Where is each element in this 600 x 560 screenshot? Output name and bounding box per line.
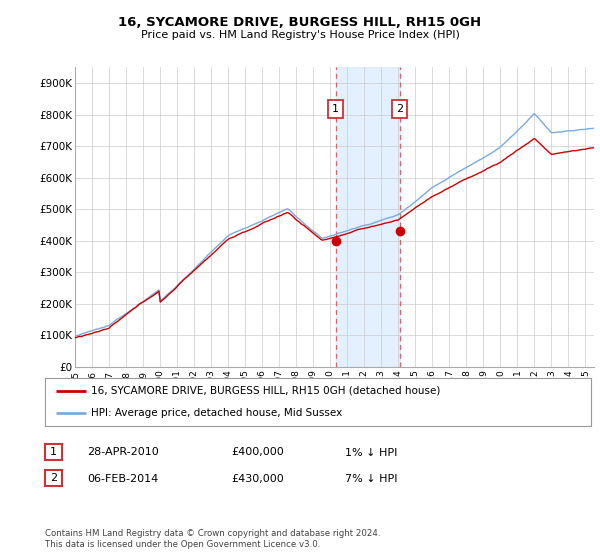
Text: 1: 1 [50,447,57,457]
Text: 06-FEB-2014: 06-FEB-2014 [87,474,158,484]
Text: Contains HM Land Registry data © Crown copyright and database right 2024.
This d: Contains HM Land Registry data © Crown c… [45,529,380,549]
Text: 1% ↓ HPI: 1% ↓ HPI [345,447,397,458]
Text: 16, SYCAMORE DRIVE, BURGESS HILL, RH15 0GH: 16, SYCAMORE DRIVE, BURGESS HILL, RH15 0… [118,16,482,29]
Text: 7% ↓ HPI: 7% ↓ HPI [345,474,398,484]
Bar [335,67,400,367]
Text: 2: 2 [50,473,57,483]
Text: £400,000: £400,000 [231,447,284,458]
Text: 16, SYCAMORE DRIVE, BURGESS HILL, RH15 0GH (detached house): 16, SYCAMORE DRIVE, BURGESS HILL, RH15 0… [91,386,441,396]
Text: HPI: Average price, detached house, Mid Sussex: HPI: Average price, detached house, Mid … [91,408,343,418]
Text: 1: 1 [332,104,339,114]
Text: Price paid vs. HM Land Registry's House Price Index (HPI): Price paid vs. HM Land Registry's House … [140,30,460,40]
Text: 2: 2 [396,104,403,114]
Text: 28-APR-2010: 28-APR-2010 [87,447,159,458]
Text: £430,000: £430,000 [231,474,284,484]
